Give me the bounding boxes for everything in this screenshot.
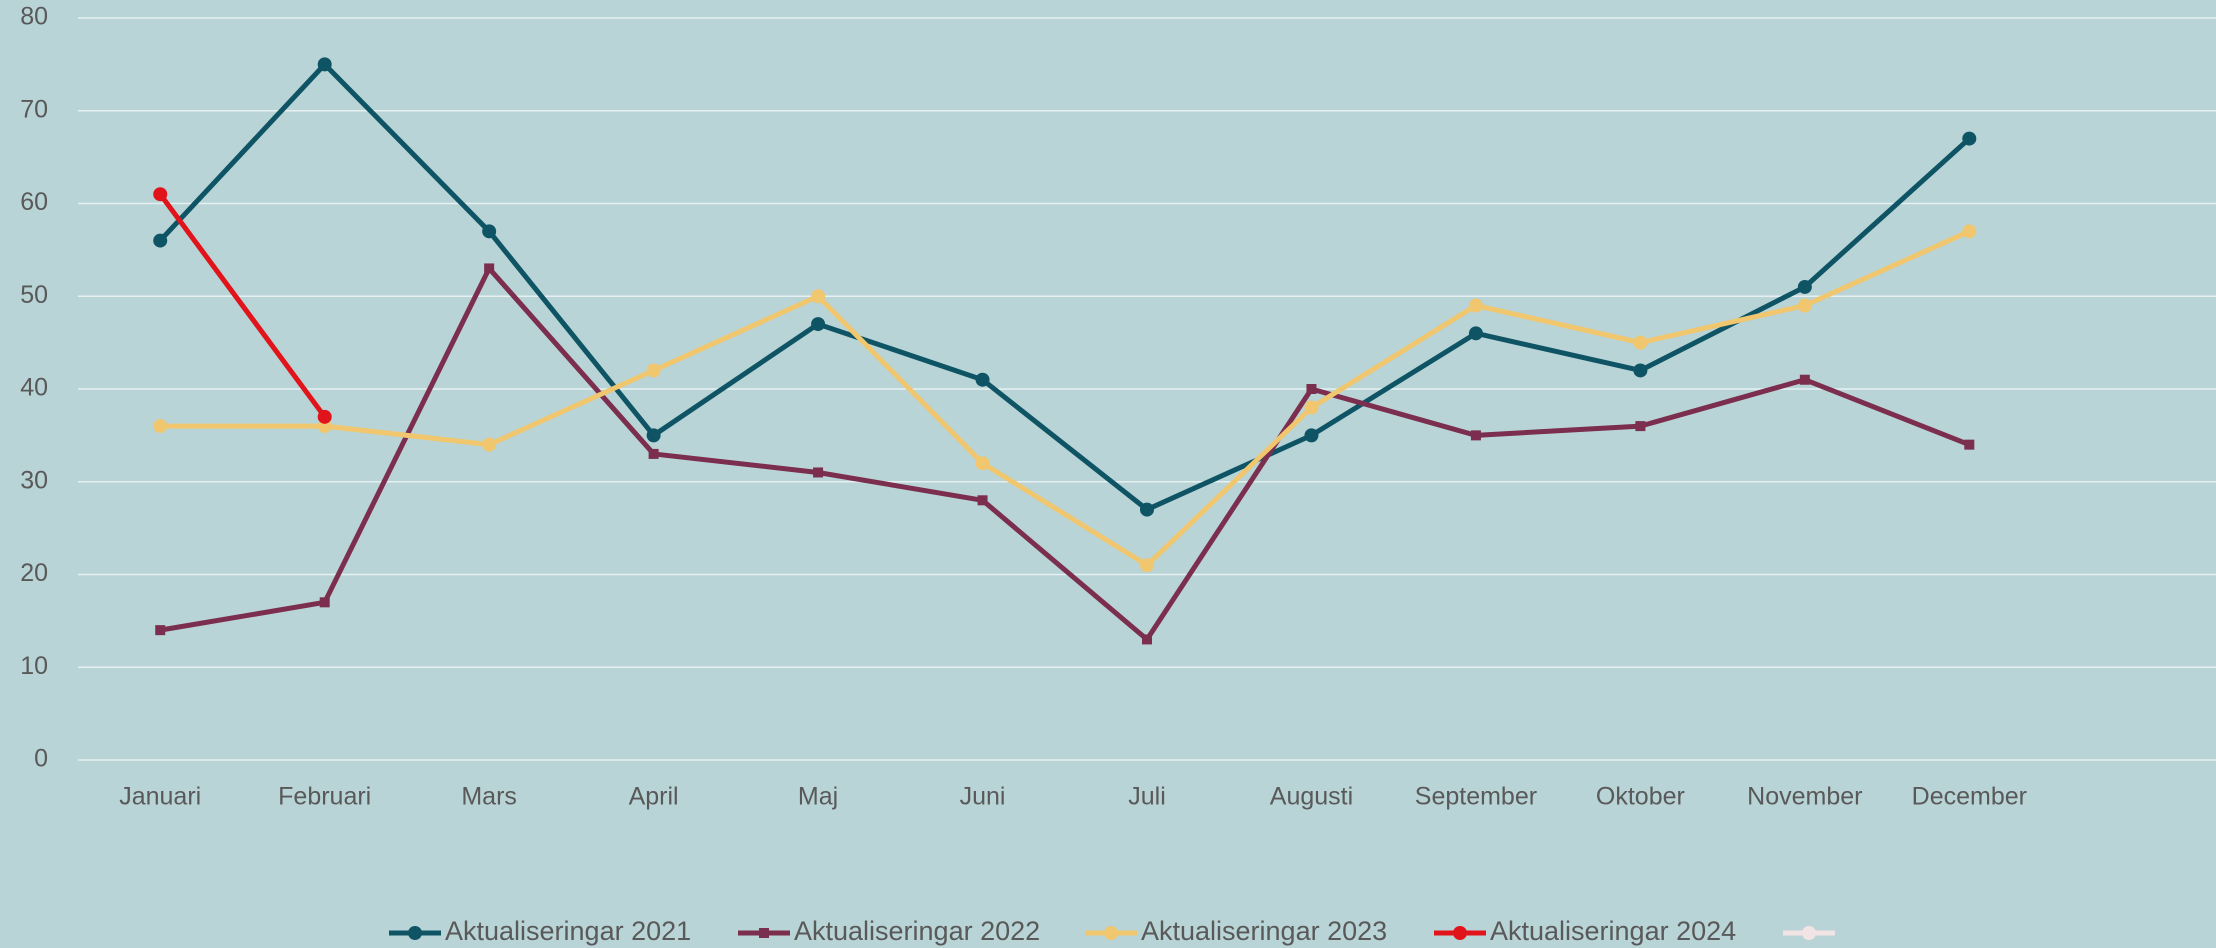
y-tick-label: 50 — [20, 281, 48, 309]
legend-label: Aktualiseringar 2023 — [1141, 916, 1387, 946]
point — [646, 428, 661, 443]
y-tick-label: 80 — [20, 3, 48, 31]
point — [317, 409, 332, 424]
x-tick-label: Oktober — [1596, 783, 1685, 811]
y-tick-label: 70 — [20, 95, 48, 123]
y-tick-label: 60 — [20, 188, 48, 216]
point — [813, 467, 824, 478]
point — [1140, 502, 1154, 517]
legend-label: Aktualiseringar 2021 — [445, 916, 691, 946]
point — [155, 625, 166, 636]
series-line — [160, 229, 1971, 568]
point — [319, 597, 330, 608]
point — [482, 224, 497, 239]
x-tick-label: December — [1912, 783, 2027, 811]
point — [1633, 335, 1648, 350]
point — [646, 363, 661, 378]
x-tick-label: Juli — [1128, 783, 1166, 811]
point — [648, 448, 659, 459]
point — [1140, 558, 1154, 573]
legend-label: Aktualiseringar 2024 — [1490, 916, 1736, 946]
point — [1468, 298, 1483, 313]
x-tick-label: Januari — [119, 783, 201, 811]
point — [153, 233, 168, 248]
point — [1964, 439, 1975, 450]
point — [317, 57, 332, 72]
point — [1797, 298, 1812, 313]
point — [153, 187, 168, 202]
legend-marker — [408, 926, 422, 940]
point — [1799, 374, 1810, 385]
x-tick-label: Juni — [960, 783, 1006, 811]
point — [482, 437, 497, 452]
x-tick-label: November — [1747, 783, 1862, 811]
y-tick-label: 30 — [20, 466, 48, 494]
point — [484, 263, 495, 274]
point — [1142, 634, 1152, 645]
point — [975, 456, 990, 471]
point — [811, 289, 826, 304]
point — [1306, 384, 1317, 394]
legend-marker — [1802, 926, 1816, 940]
point — [1797, 279, 1812, 294]
y-tick-label: 20 — [20, 559, 48, 587]
x-tick-label: Maj — [798, 783, 838, 811]
x-tick-label: Februari — [278, 783, 371, 811]
point — [811, 317, 826, 332]
series-line — [158, 192, 327, 419]
point — [977, 495, 988, 506]
series-line — [159, 265, 1971, 642]
y-tick-label: 0 — [34, 745, 48, 773]
point — [1304, 428, 1319, 443]
x-tick-label: September — [1415, 783, 1537, 811]
y-tick-label: 10 — [20, 652, 48, 680]
x-tick-label: Augusti — [1270, 783, 1353, 811]
point — [1633, 363, 1648, 378]
point — [153, 419, 168, 434]
x-tick-label: Mars — [461, 783, 517, 811]
legend-marker — [759, 928, 769, 938]
point — [1635, 421, 1646, 432]
point — [1470, 430, 1481, 441]
legend-label: Aktualiseringar 2022 — [794, 916, 1040, 946]
series-line — [158, 61, 1971, 513]
y-tick-label: 40 — [20, 374, 48, 402]
point — [1468, 326, 1483, 341]
legend-marker — [1104, 926, 1118, 940]
x-tick-label: April — [629, 783, 679, 811]
point — [1304, 400, 1319, 415]
point — [975, 372, 990, 387]
legend-marker — [1453, 926, 1467, 940]
point — [1962, 224, 1977, 239]
point — [1962, 131, 1977, 146]
